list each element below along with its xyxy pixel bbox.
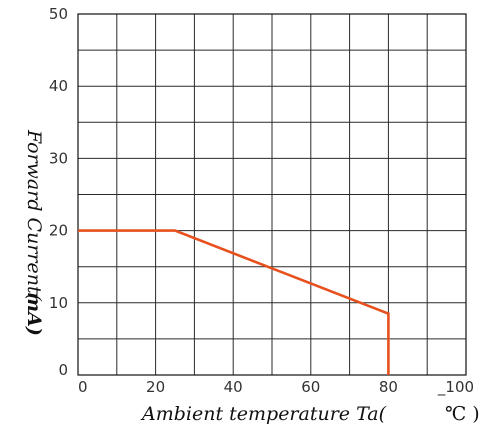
x-tick-label: 0 — [78, 378, 88, 396]
y-tick-label: 10 — [49, 294, 68, 312]
x-axis-tick-labels: 0 20 40 60 80 _100 — [78, 378, 474, 397]
y-tick-label: 40 — [49, 77, 68, 95]
y-axis-tick-labels: 0 10 20 30 40 50 — [49, 5, 68, 379]
x-tick-label: 20 — [146, 378, 165, 396]
x-axis-title: Ambient temperature Ta( — [140, 403, 387, 425]
y-tick-label: 20 — [49, 222, 68, 240]
chart-grid — [78, 14, 466, 375]
x-tick-label: 60 — [301, 378, 320, 396]
x-axis-unit: ℃ ) — [445, 403, 480, 425]
y-axis-unit: mA) — [23, 292, 45, 336]
y-tick-label: 0 — [58, 361, 68, 379]
series-line — [78, 229, 390, 375]
y-tick-label: 30 — [49, 149, 68, 167]
x-tick-label: 40 — [224, 378, 243, 396]
y-axis-title: Forward Current( — [23, 129, 45, 302]
y-tick-label: 50 — [49, 5, 68, 23]
x-tick-label: 80 — [379, 378, 398, 396]
x-tick-label: _100 — [437, 378, 474, 397]
plot-area-frame — [77, 13, 467, 376]
